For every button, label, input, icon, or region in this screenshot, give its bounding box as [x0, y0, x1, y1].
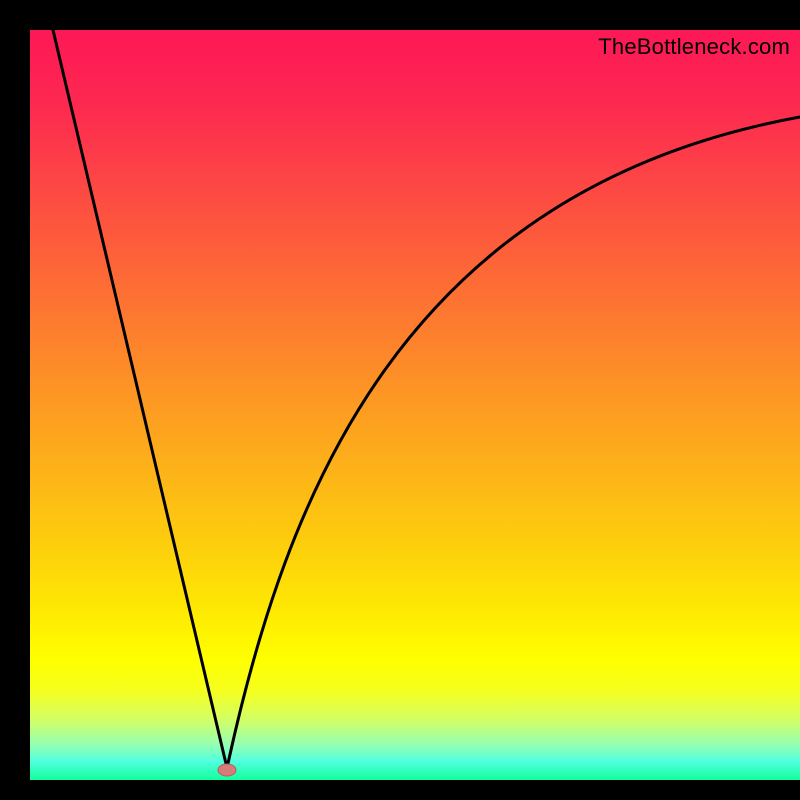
minimum-marker — [218, 764, 236, 776]
plot-area: TheBottleneck.com — [30, 30, 800, 780]
canvas: TheBottleneck.com — [0, 0, 800, 800]
curve-path — [53, 30, 800, 768]
watermark-text: TheBottleneck.com — [598, 34, 790, 60]
bottleneck-curve — [30, 30, 800, 780]
